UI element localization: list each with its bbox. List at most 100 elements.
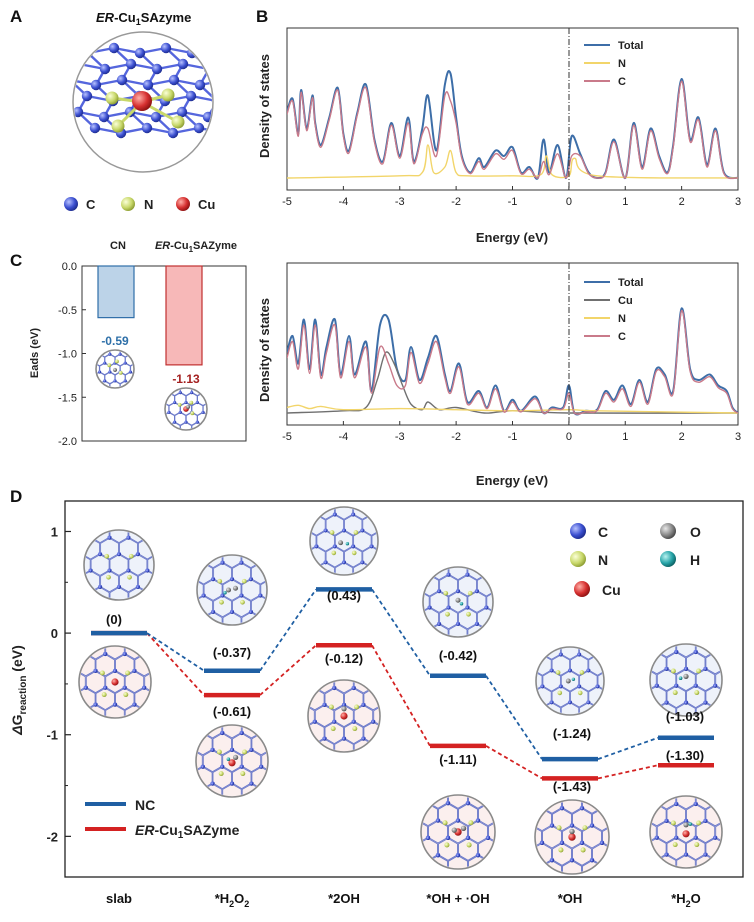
carbon-atom <box>475 590 479 594</box>
carbon-atom <box>196 401 199 405</box>
carbon-atom <box>476 854 480 858</box>
carbon-atom <box>559 716 562 719</box>
carbon-atom <box>211 610 215 615</box>
lattice-ring <box>325 546 345 568</box>
carbon-atom <box>89 601 92 604</box>
panel-b-label: B <box>256 7 268 26</box>
carbon-atom-icon <box>64 197 78 211</box>
carbon-atom <box>84 652 88 657</box>
lattice-ring <box>551 686 571 708</box>
carbon-atom <box>360 561 364 565</box>
nitrogen-atom <box>331 550 337 556</box>
lattice-ring <box>241 579 261 601</box>
carbon-atom <box>314 513 318 517</box>
bar-y-tick-label: -1.5 <box>58 392 77 404</box>
carbon-atom <box>713 836 717 840</box>
lattice-ring <box>185 412 198 426</box>
bar-cn <box>97 265 135 319</box>
carbon-atom <box>665 786 668 789</box>
dos-bottom-tick-label: -1 <box>508 431 518 443</box>
dos-series-c <box>287 80 738 180</box>
x-label-oh: *OH <box>558 891 583 906</box>
carbon-atom <box>103 652 107 657</box>
carbon-atom <box>456 557 459 560</box>
carbon-atom <box>142 719 145 722</box>
carbon-atom <box>559 653 563 657</box>
lattice-ring <box>363 687 379 711</box>
nitrogen-atom <box>105 91 119 105</box>
nc-value-label: (-1.24) <box>553 726 591 741</box>
lattice-ring <box>439 607 458 630</box>
lattice-ring <box>458 607 477 630</box>
nitrogen-atom <box>127 574 132 580</box>
lattice-ring <box>448 568 468 581</box>
carbon-atom <box>103 362 107 365</box>
legend-n-dos: N <box>618 58 626 70</box>
carbon-atom-icon-d <box>570 523 586 539</box>
lattice-ring <box>656 668 677 692</box>
nitrogen-atom <box>445 611 450 617</box>
carbon-atom <box>352 686 356 691</box>
carbon-atom <box>304 703 307 706</box>
dos-bottom-xlabel: Energy (eV) <box>476 473 548 488</box>
carbon-atom <box>108 353 112 356</box>
carbon-atom <box>145 601 148 604</box>
lattice-ring <box>467 591 487 613</box>
lattice-ring <box>114 354 126 367</box>
carbon-atom <box>713 649 717 654</box>
lattice-ring <box>166 402 170 416</box>
nitrogen-atom <box>580 847 586 853</box>
carbon-atom <box>656 717 659 720</box>
carbon-atom <box>324 529 328 533</box>
carbon-atom <box>249 545 252 548</box>
carbon-atom <box>249 578 253 582</box>
carbon-atom <box>428 638 431 641</box>
carbon-atom <box>194 79 206 91</box>
carbon-atom <box>229 107 239 117</box>
carbon-atom <box>674 802 678 807</box>
carbon-atom <box>113 636 116 639</box>
carbon-atom <box>333 545 337 549</box>
lattice-ring <box>261 749 267 773</box>
dos-top-ylabel: Density of states <box>257 54 272 158</box>
carbon-atom <box>249 610 253 615</box>
oxygen-atom <box>186 404 191 409</box>
carbon-atom <box>123 686 127 690</box>
atom-legend-h: H <box>690 552 700 568</box>
carbon-atom <box>703 819 708 823</box>
dos-bottom-legend: Total Cu N C <box>584 277 643 343</box>
lattice-ring <box>109 351 121 358</box>
lattice-ring <box>197 392 206 406</box>
lattice-ring <box>705 803 721 827</box>
nitrogen-atom <box>696 820 702 826</box>
lattice-ring <box>166 392 175 406</box>
bond <box>217 96 243 101</box>
lattice-ring <box>542 801 562 814</box>
lattice-ring <box>686 651 706 675</box>
carbon-atom <box>427 870 430 873</box>
carbon-atom <box>93 703 98 707</box>
panel-b: B -5 -4 -3 -2 -1 0 1 2 3 Density of states Energ… <box>256 7 741 488</box>
carbon-atom <box>674 650 678 655</box>
lattice-ring <box>119 537 138 560</box>
carbon-atom <box>134 362 137 365</box>
bar-cu <box>165 265 203 366</box>
carbon-atom <box>126 569 131 573</box>
nc-value-label: (0) <box>106 612 122 627</box>
lattice-ring <box>95 687 115 711</box>
carbon-atom <box>456 854 460 858</box>
carbon-atom <box>360 529 364 533</box>
carbon-atom <box>322 703 327 707</box>
cu-value-label: (-1.30) <box>666 748 704 763</box>
lattice-ring <box>99 351 110 358</box>
carbon-atom <box>465 573 470 577</box>
nitrogen-atom <box>579 670 585 675</box>
lattice-ring <box>666 837 686 861</box>
lattice-ring <box>180 422 192 429</box>
carbon-atom <box>577 716 580 719</box>
carbon-atom <box>119 388 122 391</box>
carbon-atom <box>437 622 441 627</box>
carbon-atom <box>167 127 179 139</box>
lattice-ring <box>353 508 372 520</box>
carbon-atom <box>179 411 182 414</box>
